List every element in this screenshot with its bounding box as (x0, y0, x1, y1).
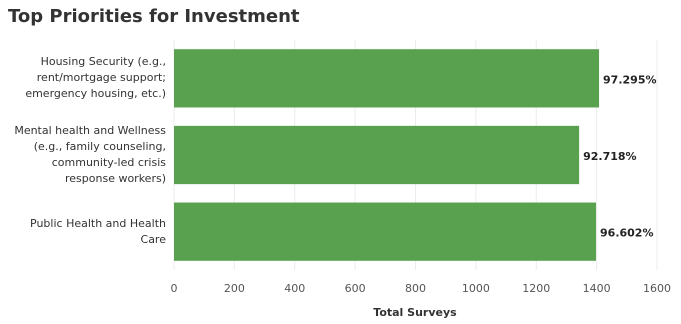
bar (174, 125, 580, 185)
x-tick-label: 400 (284, 282, 305, 295)
bar (174, 49, 600, 108)
x-tick-label: 1600 (643, 282, 671, 295)
chart-title: Top Priorities for Investment (8, 6, 300, 27)
category-label: Public Health and Health Care (30, 216, 166, 246)
x-tick-label: 200 (224, 282, 245, 295)
x-tick-label: 600 (345, 282, 366, 295)
x-tick-label: 1000 (462, 282, 490, 295)
x-tick-label: 800 (405, 282, 426, 295)
value-label: 97.295% (603, 73, 656, 86)
value-label: 96.602% (600, 227, 653, 240)
value-label: 92.718% (583, 150, 636, 163)
x-tick-label: 1200 (522, 282, 550, 295)
x-tick-label: 0 (171, 282, 178, 295)
category-label: Mental health and Wellness (e.g., family… (14, 124, 166, 185)
x-axis-title: Total Surveys (373, 306, 457, 319)
category-label: Housing Security (e.g., rent/mortgage su… (25, 55, 166, 101)
bar (174, 202, 597, 261)
x-tick-label: 1400 (583, 282, 611, 295)
